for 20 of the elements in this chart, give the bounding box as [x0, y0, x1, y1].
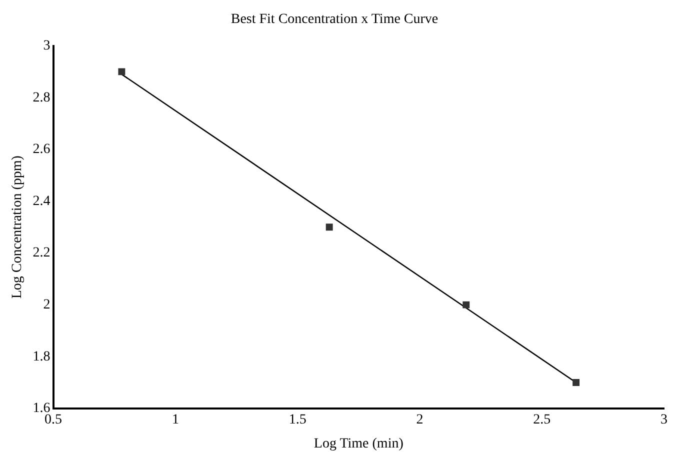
- x-tick-label: 3: [660, 412, 668, 428]
- point: [462, 301, 470, 308]
- y-tick-label: 2.2: [32, 246, 50, 261]
- y-tick-label: 3: [43, 38, 50, 54]
- y-tick-label: 2.8: [32, 90, 50, 106]
- chart-title: Best Fit Concentration x Time Curve: [230, 12, 438, 28]
- x-axis-title: Log Time (min): [314, 436, 404, 452]
- point: [572, 379, 580, 386]
- point: [326, 224, 333, 231]
- x-tick-label: 1: [172, 412, 179, 428]
- y-tick-label: 2.4: [32, 194, 50, 209]
- point: [118, 68, 126, 76]
- x-tick-label: 0.5: [44, 412, 62, 428]
- x-tick-label: 1.5: [288, 412, 306, 428]
- x-tick-label: 2: [416, 412, 424, 428]
- y-tick-label: 2: [43, 297, 50, 312]
- x-tick-label: 2.5: [533, 412, 551, 428]
- y-axis-title: Log Concentration (ppm): [10, 155, 26, 299]
- y-tick-label: 1.8: [32, 349, 50, 364]
- y-tick-label: 2.6: [32, 142, 50, 158]
